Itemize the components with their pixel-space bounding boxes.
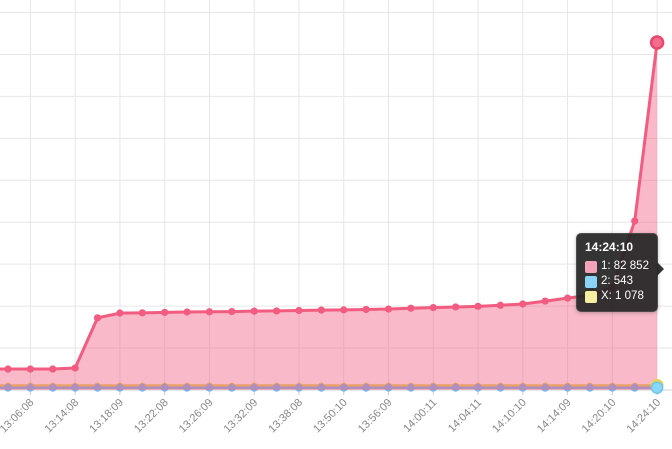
series-1-marker[interactable] — [496, 301, 505, 309]
series-2-marker[interactable] — [71, 383, 80, 392]
x-axis-labels: 13:06:08 13:14:08 13:18:09 13:22:08 13:26:09… — [0, 397, 663, 436]
series-1-marker[interactable] — [26, 365, 34, 373]
series-1-marker[interactable] — [384, 305, 393, 313]
series-1-marker[interactable] — [138, 309, 146, 317]
series-2-marker[interactable] — [362, 383, 371, 392]
series-2-marker[interactable] — [406, 383, 415, 392]
x-axis-label: 14:10:10 — [490, 397, 529, 436]
series-1-area[interactable] — [0, 38, 661, 390]
series-2-marker[interactable] — [250, 383, 259, 392]
series-1-hover-marker[interactable] — [649, 35, 665, 50]
series-2-marker[interactable] — [474, 383, 483, 392]
series-2-marker[interactable] — [294, 383, 303, 392]
series-1-marker[interactable] — [116, 309, 124, 317]
x-axis-label: 14:14:09 — [535, 397, 574, 436]
series-x-swatch — [585, 290, 597, 303]
series-1-marker[interactable] — [4, 365, 12, 373]
series-1-marker[interactable] — [161, 308, 169, 317]
series-1-marker[interactable] — [429, 303, 437, 312]
series-2-marker[interactable] — [563, 383, 572, 392]
series-1-marker[interactable] — [563, 294, 572, 302]
x-axis-label: 13:38:08 — [266, 397, 305, 436]
x-axis-label: 13:32:09 — [222, 397, 261, 436]
x-gridlines — [29, 0, 658, 390]
x-axis-label: 13:18:09 — [87, 397, 126, 436]
series-2-marker[interactable] — [160, 383, 169, 392]
tooltip-title: 14:24:10 — [585, 240, 634, 254]
series-2-marker[interactable] — [115, 383, 124, 392]
x-axis-label: 13:56:09 — [356, 397, 395, 436]
series-2-marker[interactable] — [630, 383, 639, 392]
series-2-marker[interactable] — [272, 383, 281, 392]
series-1-marker[interactable] — [452, 303, 460, 311]
tooltip-arrow — [656, 262, 664, 276]
series-1-marker[interactable] — [205, 308, 214, 316]
series-1-marker[interactable] — [541, 297, 549, 305]
x-axis-label: 14:24:10 — [624, 397, 663, 436]
series-1-marker[interactable] — [183, 308, 191, 316]
series-2-marker[interactable] — [585, 383, 594, 392]
series-2-marker[interactable] — [227, 383, 236, 392]
series-2-marker[interactable] — [608, 383, 617, 392]
series-2-marker[interactable] — [429, 383, 438, 392]
series-1-fill — [0, 42, 658, 390]
x-axis-label: 13:06:08 — [0, 397, 37, 436]
series-1-marker[interactable] — [340, 306, 348, 314]
series-2-marker[interactable] — [317, 383, 326, 392]
series-1-marker[interactable] — [317, 306, 325, 314]
series-1-marker[interactable] — [295, 306, 303, 315]
series-2-marker[interactable] — [205, 383, 214, 392]
series-1-marker[interactable] — [49, 365, 57, 373]
series-2-marker[interactable] — [138, 383, 147, 392]
series-2-marker[interactable] — [384, 383, 393, 392]
x-axis-label: 13:50:10 — [311, 397, 350, 436]
tooltip-row-label-x: X: 1 078 — [601, 290, 644, 302]
series-1-marker[interactable] — [407, 304, 415, 312]
x-axis-label: 13:22:08 — [132, 397, 171, 436]
x-axis-label: 13:14:08 — [43, 397, 82, 436]
tooltip-row-series-x: X: 1 078 — [585, 289, 649, 304]
series-2-marker[interactable] — [183, 383, 192, 392]
series-2-marker[interactable] — [339, 383, 348, 392]
series-2-marker[interactable] — [496, 383, 505, 392]
series-1-marker[interactable] — [474, 302, 482, 310]
x-axis-label: 14:04:11 — [446, 397, 484, 435]
series-1-marker[interactable] — [71, 364, 79, 372]
y-gridlines — [0, 12, 672, 349]
tooltip-row-series-2: 2: 543 — [585, 274, 649, 289]
series-2-marker[interactable] — [541, 383, 550, 392]
tooltip-row-label-2: 2: 543 — [601, 275, 633, 287]
series-2-hover-marker[interactable] — [650, 381, 664, 394]
series-2-swatch — [585, 275, 597, 288]
tooltip-row-label-1: 1: 82 852 — [601, 260, 649, 272]
tooltip-row-series-1: 1: 82 852 — [585, 259, 649, 274]
series-2-marker[interactable] — [4, 383, 12, 392]
series-2-marker[interactable] — [93, 383, 102, 392]
x-axis-label: 13:26:09 — [177, 397, 216, 436]
series-2-marker[interactable] — [26, 383, 35, 392]
series-2-marker[interactable] — [451, 383, 460, 392]
chart-tooltip: 14:24:10 1: 82 852 2: 543 X: 1 078 — [576, 233, 664, 312]
series-1-marker[interactable] — [93, 314, 102, 322]
series-1-swatch — [585, 260, 597, 273]
series-1-marker[interactable] — [362, 305, 370, 314]
x-axis-label: 14:00:11 — [401, 397, 439, 435]
hovered-point-markers[interactable] — [649, 35, 665, 394]
series-1-marker[interactable] — [272, 307, 281, 315]
series-1-marker[interactable] — [519, 300, 527, 308]
x-axis-label: 14:20:10 — [580, 397, 619, 436]
series-1-marker[interactable] — [228, 307, 236, 316]
series-2-marker[interactable] — [518, 383, 527, 392]
series-1-marker[interactable] — [631, 217, 639, 225]
series-2-marker[interactable] — [48, 383, 57, 392]
series-1-marker[interactable] — [250, 307, 258, 315]
